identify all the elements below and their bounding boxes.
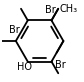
Text: HO: HO <box>17 62 32 72</box>
Text: Br: Br <box>55 60 66 70</box>
Text: CH₃: CH₃ <box>59 4 77 14</box>
Text: Br: Br <box>45 5 56 15</box>
Text: Br: Br <box>9 25 20 35</box>
